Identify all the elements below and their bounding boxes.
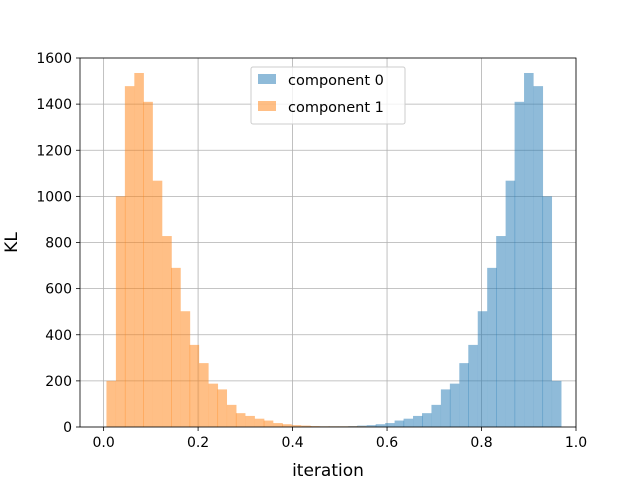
legend-label-component-1: component 1 [288, 100, 384, 116]
bar-component-1 [282, 424, 292, 427]
bar-component-1 [235, 413, 246, 427]
histogram-bars [106, 72, 562, 427]
bar-component-1 [162, 236, 172, 427]
bar-component-1 [134, 72, 144, 427]
legend-box [250, 66, 406, 125]
bar-component-0 [440, 389, 451, 427]
bar-component-1 [263, 420, 274, 427]
bar-component-1 [180, 311, 191, 427]
bar-component-1 [199, 363, 209, 427]
bar-component-0 [459, 363, 469, 427]
bar-component-1 [143, 101, 153, 427]
bar-component-0 [542, 196, 553, 427]
bar-component-0 [413, 415, 423, 427]
x-axis-ticks: 0.0 0.2 0.4 0.6 0.8 1.0 [92, 427, 587, 451]
bar-component-1 [310, 426, 320, 427]
bar-component-1 [106, 380, 117, 427]
y-tick-label: 1400 [36, 97, 72, 113]
bar-component-1 [217, 389, 228, 427]
x-tick-label: 0.8 [470, 435, 492, 451]
y-tick-label: 800 [45, 236, 72, 252]
bar-component-1 [226, 404, 237, 427]
x-tick-label: 1.0 [565, 435, 587, 451]
bar-component-1 [254, 418, 265, 427]
bar-component-1 [301, 425, 311, 427]
bar-component-0 [422, 413, 432, 427]
bar-component-1 [208, 383, 219, 427]
bar-component-1 [273, 423, 283, 427]
y-tick-label: 1600 [36, 51, 72, 67]
bar-component-1 [245, 415, 255, 427]
bar-component-0 [366, 425, 377, 427]
x-axis-label: iteration [292, 461, 364, 480]
bar-component-0 [403, 418, 414, 427]
bar-component-0 [524, 72, 534, 427]
bar-component-0 [505, 180, 516, 427]
x-tick-label: 0.4 [281, 435, 303, 451]
bar-component-0 [551, 380, 562, 427]
y-tick-label: 400 [45, 328, 72, 344]
bar-component-0 [477, 311, 488, 427]
y-axis-ticks: 0 200 400 600 800 1000 1200 1400 1600 [36, 51, 80, 436]
bar-component-0 [431, 404, 442, 427]
y-tick-label: 1000 [36, 189, 72, 205]
x-tick-label: 0.6 [376, 435, 398, 451]
y-tick-label: 600 [45, 282, 72, 298]
legend-swatch-component-0 [258, 74, 276, 84]
bar-component-1 [291, 425, 302, 427]
x-tick-label: 0.0 [92, 435, 114, 451]
bar-component-1 [124, 86, 135, 427]
bar-component-0 [449, 383, 460, 427]
legend-swatch-component-1 [258, 101, 276, 111]
bar-component-0 [375, 424, 386, 427]
y-tick-label: 1200 [36, 143, 72, 159]
bar-component-1 [152, 180, 163, 427]
legend: component 0 component 1 [250, 66, 406, 125]
bar-component-1 [171, 267, 181, 427]
bar-component-1 [115, 196, 126, 427]
y-axis-label: KL [2, 232, 22, 253]
bar-component-0 [394, 420, 405, 427]
x-tick-label: 0.2 [187, 435, 209, 451]
y-tick-label: 0 [63, 420, 72, 436]
bar-component-0 [468, 344, 478, 427]
bar-component-0 [357, 425, 367, 427]
bar-component-0 [496, 236, 506, 427]
bar-component-0 [487, 267, 497, 427]
bar-component-0 [514, 101, 525, 427]
bar-component-0 [533, 86, 544, 427]
legend-label-component-0: component 0 [288, 73, 384, 89]
y-tick-label: 200 [45, 374, 72, 390]
bar-component-0 [385, 423, 395, 427]
bar-component-1 [189, 344, 200, 427]
